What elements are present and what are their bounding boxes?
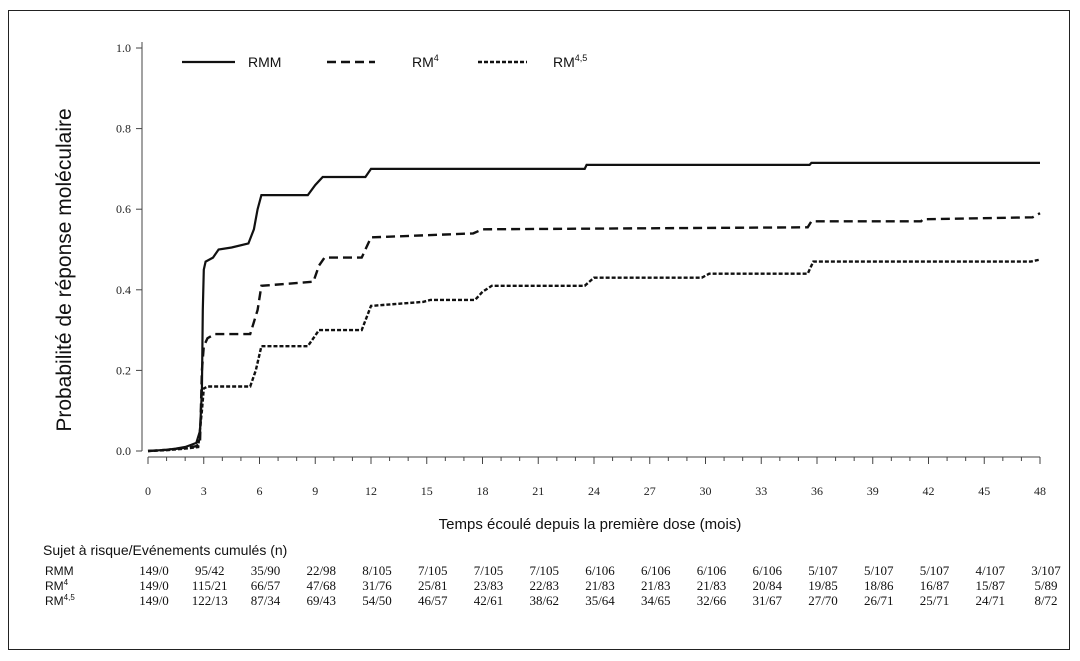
legend-label: RMM bbox=[248, 54, 281, 70]
y-tick-label: 1.0 bbox=[116, 41, 131, 55]
legend-label: RM4,5 bbox=[553, 53, 587, 70]
risk-cell: 149/0 bbox=[139, 578, 169, 593]
x-tick-label: 18 bbox=[477, 484, 489, 498]
figure-frame bbox=[8, 10, 1070, 650]
risk-cell: 16/87 bbox=[920, 578, 950, 593]
x-tick-label: 45 bbox=[978, 484, 990, 498]
x-tick-label: 42 bbox=[923, 484, 935, 498]
x-axis-label: Temps écoulé depuis la première dose (mo… bbox=[439, 516, 742, 533]
x-tick-label: 27 bbox=[644, 484, 656, 498]
risk-cell: 22/83 bbox=[529, 578, 559, 593]
risk-cell: 22/98 bbox=[306, 563, 336, 578]
risk-cell: 35/90 bbox=[251, 563, 281, 578]
series-group bbox=[147, 161, 1041, 453]
risk-cell: 7/105 bbox=[474, 563, 504, 578]
risk-cell: 21/83 bbox=[641, 578, 671, 593]
risk-cell: 66/57 bbox=[251, 578, 281, 593]
legend-label: RM4 bbox=[412, 53, 439, 70]
risk-cell: 18/86 bbox=[864, 578, 894, 593]
y-tick-label: 0.8 bbox=[116, 122, 131, 136]
risk-row-label: RM4,5 bbox=[45, 593, 75, 608]
x-tick-label: 39 bbox=[867, 484, 879, 498]
risk-cell: 95/42 bbox=[195, 563, 225, 578]
risk-cell: 26/71 bbox=[864, 593, 894, 608]
risk-cell: 35/64 bbox=[585, 593, 615, 608]
series-line-rm4 bbox=[147, 212, 1041, 453]
risk-cell: 25/71 bbox=[920, 593, 950, 608]
y-tick-label: 0.6 bbox=[116, 202, 131, 216]
series-line-rm4-5 bbox=[147, 258, 1041, 453]
risk-cell: 15/87 bbox=[975, 578, 1005, 593]
risk-cell: 24/71 bbox=[975, 593, 1005, 608]
risk-cell: 31/67 bbox=[752, 593, 782, 608]
y-tick-label: 0.4 bbox=[116, 283, 131, 297]
risk-cell: 6/106 bbox=[641, 563, 671, 578]
x-tick-label: 15 bbox=[421, 484, 433, 498]
risk-cell: 21/83 bbox=[585, 578, 615, 593]
risk-cell: 47/68 bbox=[306, 578, 336, 593]
risk-cell: 6/106 bbox=[752, 563, 782, 578]
risk-cell: 149/0 bbox=[139, 563, 169, 578]
risk-cell: 5/107 bbox=[864, 563, 894, 578]
legend: RMM RM4 RM4,5 bbox=[182, 53, 587, 70]
risk-cell: 38/62 bbox=[529, 593, 559, 608]
risk-cell: 5/89 bbox=[1034, 578, 1057, 593]
risk-cell: 46/57 bbox=[418, 593, 448, 608]
risk-cell: 7/105 bbox=[529, 563, 559, 578]
risk-cell: 34/65 bbox=[641, 593, 671, 608]
risk-cell: 25/81 bbox=[418, 578, 448, 593]
risk-cell: 122/13 bbox=[192, 593, 228, 608]
risk-cell: 31/76 bbox=[362, 578, 392, 593]
x-tick-label: 33 bbox=[755, 484, 767, 498]
risk-cell: 23/83 bbox=[474, 578, 504, 593]
x-tick-label: 12 bbox=[365, 484, 377, 498]
y-tick-label: 0.0 bbox=[116, 444, 131, 458]
risk-table: RMM 149/0 95/42 35/90 22/98 8/105 7/105 7/105 7/… bbox=[45, 563, 1061, 608]
risk-cell: 3/107 bbox=[1031, 563, 1061, 578]
risk-cell: 5/107 bbox=[808, 563, 838, 578]
risk-table-title: Sujet à risque/Evénements cumulés (n) bbox=[43, 542, 287, 558]
x-tick-label: 36 bbox=[811, 484, 823, 498]
x-tick-label: 6 bbox=[257, 484, 263, 498]
risk-cell: 19/85 bbox=[808, 578, 838, 593]
series-line-rmm bbox=[147, 161, 1040, 453]
x-tick-label: 30 bbox=[700, 484, 712, 498]
risk-cell: 8/72 bbox=[1034, 593, 1057, 608]
x-tick-label: 24 bbox=[588, 484, 600, 498]
y-tick-label: 0.2 bbox=[116, 363, 131, 377]
risk-cell: 8/105 bbox=[362, 563, 392, 578]
x-tick-label: 0 bbox=[145, 484, 151, 498]
risk-cell: 149/0 bbox=[139, 593, 169, 608]
x-tick-label: 48 bbox=[1034, 484, 1046, 498]
risk-cell: 4/107 bbox=[975, 563, 1005, 578]
risk-row-label: RMM bbox=[45, 564, 74, 578]
risk-cell: 115/21 bbox=[192, 578, 228, 593]
risk-cell: 7/105 bbox=[418, 563, 448, 578]
axes: 0.00.20.40.60.81.00 3 6 9 12 15 18 21 24 27 30 33 36… bbox=[116, 41, 1046, 498]
risk-cell: 20/84 bbox=[752, 578, 782, 593]
risk-cell: 6/106 bbox=[585, 563, 615, 578]
risk-cell: 32/66 bbox=[697, 593, 727, 608]
risk-cell: 69/43 bbox=[306, 593, 336, 608]
risk-cell: 54/50 bbox=[362, 593, 392, 608]
risk-row-label: RM4 bbox=[45, 578, 69, 593]
x-tick-label: 9 bbox=[312, 484, 318, 498]
risk-cell: 42/61 bbox=[474, 593, 504, 608]
y-axis-label: Probabilité de réponse moléculaire bbox=[53, 108, 76, 431]
risk-cell: 87/34 bbox=[251, 593, 281, 608]
risk-cell: 6/106 bbox=[697, 563, 727, 578]
risk-cell: 27/70 bbox=[808, 593, 838, 608]
x-tick-label: 3 bbox=[201, 484, 207, 498]
x-tick-label: 21 bbox=[532, 484, 544, 498]
risk-cell: 21/83 bbox=[697, 578, 727, 593]
risk-cell: 5/107 bbox=[920, 563, 950, 578]
